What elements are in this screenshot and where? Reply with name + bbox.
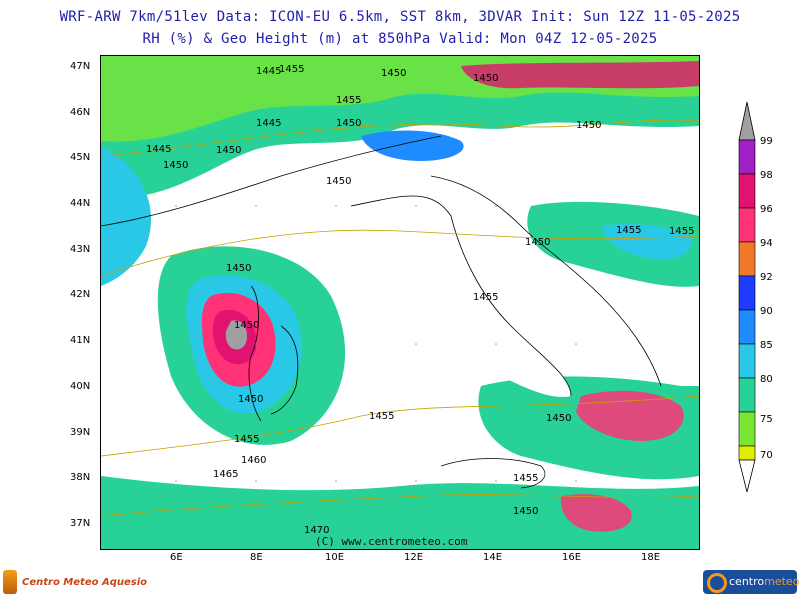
legend-swatch-94 bbox=[738, 241, 756, 277]
contour-label: 1450 bbox=[576, 120, 601, 131]
lon-label: 16E bbox=[562, 552, 582, 563]
centro-meteo-aquesio-logo: Centro Meteo Aquesio bbox=[0, 567, 147, 597]
contour-label: 1445 bbox=[256, 118, 281, 129]
lon-label: 10E bbox=[325, 552, 345, 563]
graticule bbox=[175, 205, 577, 482]
geo-height-contours bbox=[101, 119, 699, 517]
contour-label: 1450 bbox=[546, 413, 571, 424]
legend-swatch-92 bbox=[738, 275, 756, 311]
legend-label: 85 bbox=[760, 340, 773, 351]
title-line-2: RH (%) & Geo Height (m) at 850hPa Valid:… bbox=[142, 31, 658, 47]
lat-label: 42N bbox=[70, 289, 91, 300]
contour-label: 1455 bbox=[234, 434, 259, 445]
contour-label: 1450 bbox=[473, 73, 498, 84]
legend-swatch-96 bbox=[738, 207, 756, 243]
contour-label: 1450 bbox=[234, 320, 259, 331]
contour-label: 1465 bbox=[213, 469, 238, 480]
coastlines bbox=[101, 135, 662, 489]
legend-swatch-70 bbox=[738, 445, 756, 461]
lon-label: 14E bbox=[483, 552, 503, 563]
legend-swatch-85 bbox=[738, 343, 756, 379]
legend-label: 94 bbox=[760, 238, 773, 249]
logo-right-text: centrometeo bbox=[729, 575, 799, 588]
title-line-1: WRF-ARW 7km/51lev Data: ICON-EU 6.5km, S… bbox=[59, 9, 741, 25]
legend-bar bbox=[738, 101, 756, 493]
contour-label: 1460 bbox=[241, 455, 266, 466]
contour-label: 1455 bbox=[279, 64, 304, 75]
contour-label: 1455 bbox=[513, 473, 538, 484]
contour-labels: 1445 1455 1450 1455 1450 1445 1450 1450 … bbox=[146, 64, 694, 536]
contour-label: 1455 bbox=[616, 225, 641, 236]
map-panel: 1445 1455 1450 1455 1450 1445 1450 1450 … bbox=[100, 55, 700, 550]
contour-label: 1450 bbox=[216, 145, 241, 156]
lat-label: 47N bbox=[70, 61, 91, 72]
lon-label: 8E bbox=[250, 552, 263, 563]
contour-label: 1455 bbox=[473, 292, 498, 303]
lon-label: 18E bbox=[641, 552, 661, 563]
legend-label: 98 bbox=[760, 170, 773, 181]
legend-label: 96 bbox=[760, 204, 773, 215]
contour-label: 1450 bbox=[326, 176, 351, 187]
logo-ring-icon bbox=[707, 573, 727, 593]
lon-label: 12E bbox=[404, 552, 424, 563]
lat-label: 39N bbox=[70, 427, 91, 438]
lat-label: 45N bbox=[70, 152, 91, 163]
legend-swatch-75 bbox=[738, 411, 756, 447]
lat-label: 43N bbox=[70, 244, 91, 255]
lat-label: 38N bbox=[70, 472, 91, 483]
contour-label: 1455 bbox=[336, 95, 361, 106]
rh-fields bbox=[101, 56, 699, 549]
lat-label: 44N bbox=[70, 198, 91, 209]
legend-label: 80 bbox=[760, 374, 773, 385]
logo-right-text-b: meteo bbox=[764, 575, 800, 588]
legend-bottom-arrow bbox=[738, 459, 756, 493]
lon-label: 6E bbox=[170, 552, 183, 563]
logo-left-text: Centro Meteo Aquesio bbox=[22, 577, 147, 588]
logo-mark-icon bbox=[3, 570, 17, 594]
rh-map: 1445 1455 1450 1455 1450 1445 1450 1450 … bbox=[101, 56, 699, 549]
lat-label: 46N bbox=[70, 107, 91, 118]
contour-label: 1450 bbox=[226, 263, 251, 274]
rh-legend bbox=[738, 100, 756, 493]
contour-label: 1450 bbox=[513, 506, 538, 517]
contour-label: 1455 bbox=[369, 411, 394, 422]
contour-label: 1470 bbox=[304, 525, 329, 536]
logo-right-text-a: centro bbox=[729, 575, 765, 588]
legend-swatch-99 bbox=[738, 139, 756, 175]
lat-label: 37N bbox=[70, 518, 91, 529]
legend-swatch-90 bbox=[738, 309, 756, 345]
peninsula-land bbox=[349, 196, 571, 397]
copyright-text: (C) www.centrometeo.com bbox=[315, 535, 468, 548]
legend-label: 75 bbox=[760, 414, 773, 425]
contour-label: 1450 bbox=[381, 68, 406, 79]
contour-label: 1450 bbox=[336, 118, 361, 129]
contour-label: 1455 bbox=[669, 226, 694, 237]
contour-label: 1445 bbox=[146, 144, 171, 155]
contour-label: 1450 bbox=[238, 394, 263, 405]
legend-top-arrow bbox=[738, 101, 756, 141]
legend-label: 90 bbox=[760, 306, 773, 317]
contour-label: 1450 bbox=[525, 237, 550, 248]
contour-label: 1450 bbox=[163, 160, 188, 171]
legend-label: 99 bbox=[760, 136, 773, 147]
lat-label: 41N bbox=[70, 335, 91, 346]
legend-swatch-98 bbox=[738, 173, 756, 209]
centrometeo-logo: centrometeo bbox=[703, 570, 799, 594]
legend-label: 70 bbox=[760, 450, 773, 461]
lat-label: 40N bbox=[70, 381, 91, 392]
legend-swatch-80 bbox=[738, 377, 756, 413]
contour-label: 1445 bbox=[256, 66, 281, 77]
legend-label: 92 bbox=[760, 272, 773, 283]
